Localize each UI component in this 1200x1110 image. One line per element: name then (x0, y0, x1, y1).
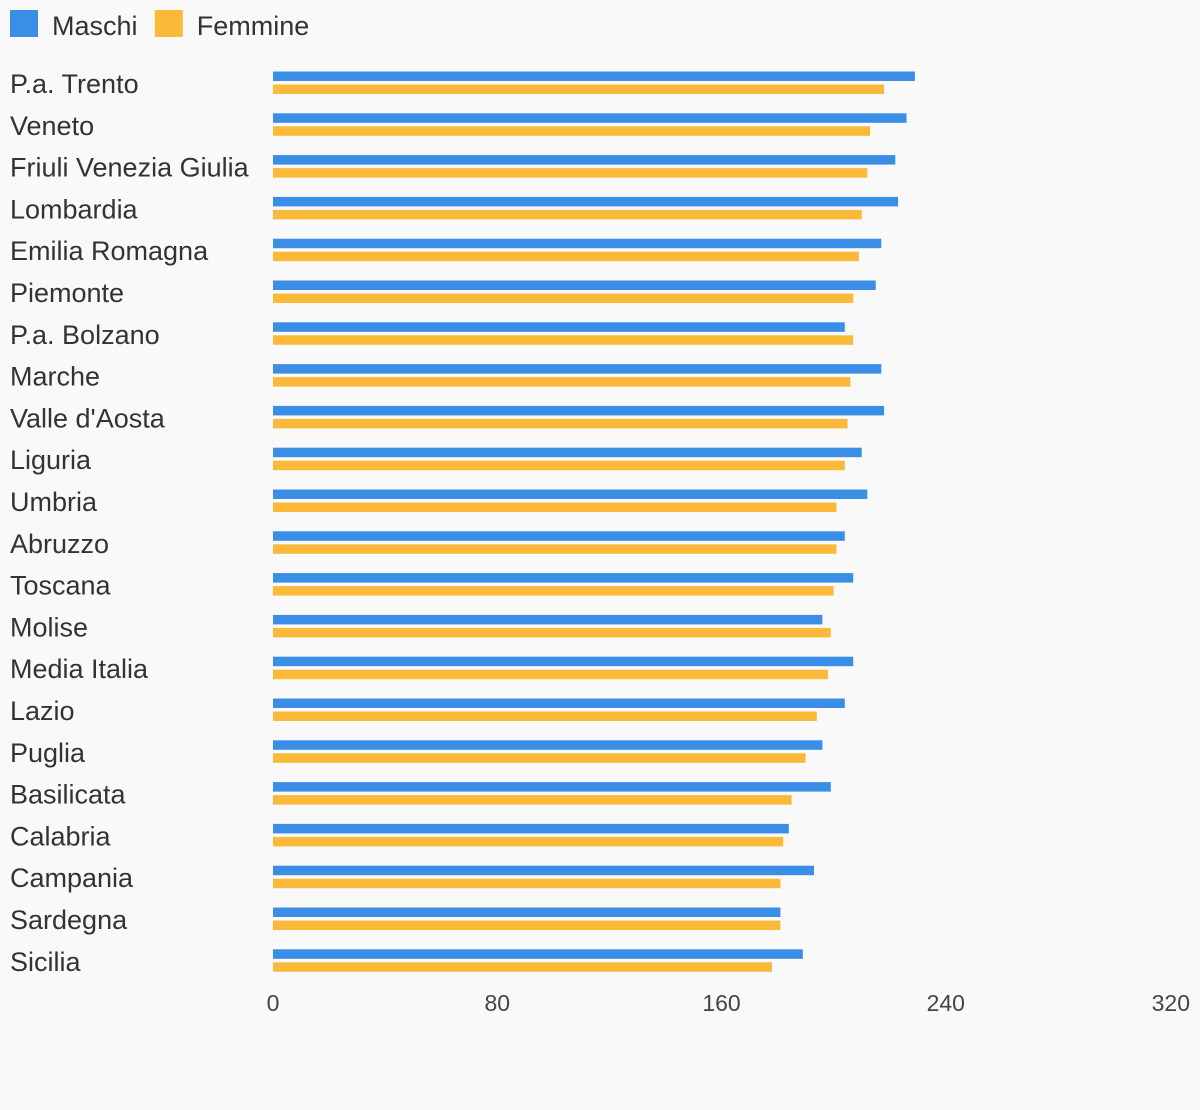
bar-femmine (273, 753, 806, 763)
bar-maschi (273, 531, 845, 541)
x-tick-label: 80 (484, 990, 510, 1016)
bar-maschi (273, 280, 876, 290)
bar-femmine (273, 544, 837, 554)
bar-maschi (273, 364, 882, 374)
category-label: Valle d'Aosta (10, 403, 166, 433)
bar-maschi (273, 322, 845, 332)
legend-swatch-femmine (154, 10, 183, 37)
category-label: Lazio (10, 696, 75, 726)
x-tick-label: 160 (702, 990, 740, 1016)
category-label: Abruzzo (10, 529, 109, 559)
bar-maschi (273, 155, 896, 165)
category-label: Sicilia (10, 947, 82, 977)
x-tick-label: 240 (927, 990, 965, 1016)
bar-femmine (273, 711, 817, 721)
bar-maschi (273, 447, 862, 458)
bar-maschi (273, 823, 789, 834)
bar-femmine (273, 126, 871, 136)
bar-maschi (273, 573, 854, 583)
bar-femmine (273, 586, 834, 596)
x-tick-label: 0 (267, 990, 280, 1016)
category-label: Puglia (10, 738, 86, 768)
category-label: Campania (10, 863, 134, 893)
bar-femmine (273, 878, 781, 889)
x-tick-label: 320 (1152, 990, 1190, 1016)
category-labels: P.a. Trento Veneto Friuli Venezia Giulia Lo… (10, 69, 250, 977)
legend-label-femmine: Femmine (197, 11, 310, 41)
category-label: Media Italia (10, 654, 149, 684)
legend-swatch-maschi (10, 10, 38, 37)
bar-femmine (273, 84, 885, 94)
bar-femmine (273, 962, 772, 972)
bar-maschi (273, 698, 845, 708)
category-label: Molise (10, 612, 88, 642)
category-label: Liguria (10, 445, 92, 475)
category-label: Lombardia (10, 194, 139, 224)
bar-maschi (273, 489, 868, 499)
category-label: Calabria (10, 821, 112, 851)
x-axis: 0 80 160 240 320 (267, 990, 1190, 1016)
bar-maschi (273, 907, 781, 917)
bar-femmine (273, 168, 868, 178)
bar-maschi (273, 238, 882, 249)
bar-femmine (273, 627, 831, 638)
category-label: Toscana (10, 571, 112, 601)
legend: Maschi Femmine (10, 10, 309, 41)
bar-maschi (273, 865, 814, 876)
bar-femmine (273, 418, 848, 429)
bar-maschi (273, 113, 907, 123)
bar-maschi (273, 405, 885, 416)
category-label: Sardegna (10, 905, 128, 935)
bar-femmine (273, 795, 792, 805)
bar-femmine (273, 920, 781, 930)
category-label: Marche (10, 362, 100, 392)
bar-maschi (273, 782, 831, 792)
bar-femmine (273, 502, 837, 512)
bar-maschi (273, 740, 823, 750)
category-label: Basilicata (10, 780, 127, 810)
category-label: Emilia Romagna (10, 236, 209, 266)
bar-femmine (273, 669, 828, 680)
bar-femmine (273, 836, 784, 847)
bar-femmine (273, 335, 854, 345)
bar-maschi (273, 949, 803, 959)
legend-label-maschi: Maschi (52, 11, 138, 41)
category-label: Piemonte (10, 278, 124, 308)
bar-maschi (273, 614, 823, 625)
bar-maschi (273, 71, 915, 81)
bar-femmine (273, 209, 862, 220)
bar-femmine (273, 460, 845, 471)
bar-femmine (273, 251, 859, 262)
category-label: Friuli Venezia Giulia (10, 153, 250, 183)
category-label: Umbria (10, 487, 98, 517)
bar-femmine (273, 293, 854, 303)
bar-maschi (273, 196, 899, 207)
bar-femmine (273, 377, 851, 387)
bar-maschi (273, 656, 854, 667)
category-label: P.a. Bolzano (10, 320, 160, 350)
category-label: P.a. Trento (10, 69, 139, 99)
bars (273, 71, 915, 972)
category-label: Veneto (10, 111, 94, 141)
